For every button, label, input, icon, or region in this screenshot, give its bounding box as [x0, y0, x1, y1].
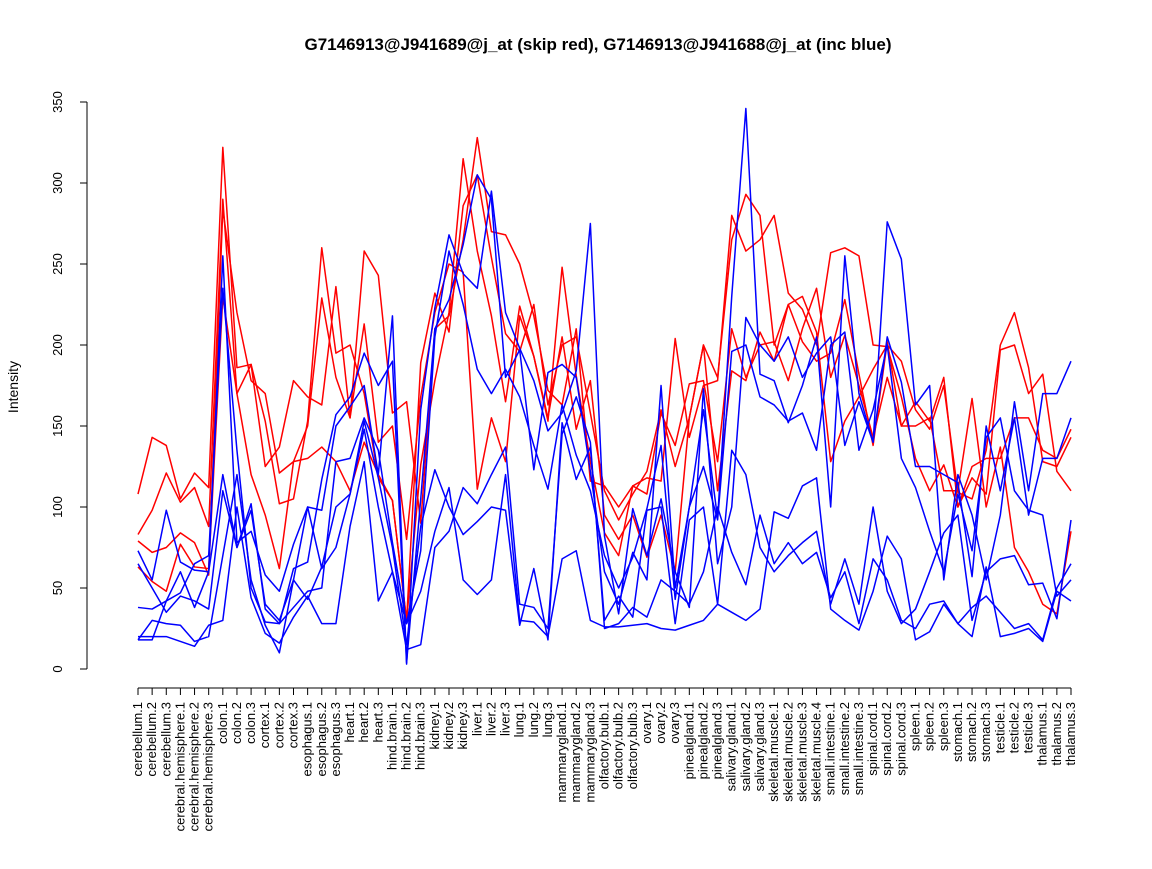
x-tick-label: lung.3 [540, 702, 555, 737]
x-tick-label: mammarygland.1 [554, 702, 569, 802]
x-tick-label: thalamus.3 [1063, 702, 1078, 766]
y-tick-label: 250 [50, 253, 65, 275]
x-tick-label: spleen.2 [922, 702, 937, 751]
series-line-inc-5 [137, 396, 1072, 654]
x-tick-label: ovary.1 [639, 702, 654, 744]
series-layer [137, 107, 1072, 665]
x-tick-label: skeletal.muscle.3 [794, 702, 809, 802]
x-tick-label: cerebral.hemisphere.3 [201, 702, 216, 831]
x-tick-label: olfactory.bulb.2 [611, 702, 626, 789]
x-tick-label: spleen.3 [936, 702, 951, 751]
y-tick-label: 350 [50, 91, 65, 113]
series-line-inc-6 [138, 460, 1072, 648]
x-tick-label: stomach.3 [978, 702, 993, 762]
series-line-skip-1 [137, 136, 1072, 524]
x-tick-label: spinal.cord.1 [865, 702, 880, 776]
chart-title: G7146913@J941689@j_at (skip red), G71469… [304, 35, 891, 54]
x-tick-label: stomach.2 [964, 702, 979, 762]
x-tick-label: small.intestine.1 [823, 702, 838, 795]
series-line-skip-4 [137, 157, 1072, 622]
x-tick-label: testicle.2 [1006, 702, 1021, 753]
x-tick-label: esophagus.2 [314, 702, 329, 776]
x-tick-label: heart.3 [370, 702, 385, 742]
x-tick-label: colon.1 [215, 702, 230, 744]
x-axis: cerebellum.1 cerebellum.2 cerebellum.3 cere… [130, 687, 1078, 831]
x-tick-label: cortex.3 [286, 702, 301, 748]
x-tick-label: mammarygland.3 [582, 702, 597, 802]
x-tick-label: cerebellum.1 [130, 702, 145, 776]
x-tick-label: testicle.1 [992, 702, 1007, 753]
x-tick-label: skeletal.muscle.4 [809, 702, 824, 802]
x-tick-label: colon.3 [243, 702, 258, 744]
x-tick-label: kidney.1 [427, 702, 442, 749]
x-tick-label: pinealgland.1 [681, 702, 696, 779]
x-tick-label: thalamus.1 [1035, 702, 1050, 766]
x-tick-label: olfactory.bulb.1 [597, 702, 612, 789]
x-tick-label: pinealgland.2 [695, 702, 710, 779]
x-tick-label: skeletal.muscle.1 [766, 702, 781, 802]
x-tick-label: cortex.2 [271, 702, 286, 748]
x-tick-label: spinal.cord.2 [879, 702, 894, 776]
y-axis-label: Intensity [5, 361, 21, 413]
x-tick-label: ovary.3 [667, 702, 682, 744]
x-tick-label: hind.brain.2 [399, 702, 414, 770]
x-tick-label: cerebral.hemisphere.2 [187, 702, 202, 831]
series-line-inc-1 [137, 107, 1072, 664]
y-tick-label: 300 [50, 172, 65, 194]
x-tick-label: stomach.1 [950, 702, 965, 762]
x-tick-label: lung.1 [512, 702, 527, 737]
y-tick-label: 200 [50, 334, 65, 356]
x-tick-label: skeletal.muscle.2 [780, 702, 795, 802]
x-tick-label: testicle.3 [1021, 702, 1036, 753]
x-tick-label: lung.2 [526, 702, 541, 737]
x-tick-label: salivary.gland.1 [724, 702, 739, 791]
x-tick-label: mammarygland.2 [568, 702, 583, 802]
x-tick-label: liver.3 [498, 702, 513, 736]
y-tick-label: 0 [50, 665, 65, 672]
x-tick-label: cerebellum.3 [158, 702, 173, 776]
x-tick-label: olfactory.bulb.3 [625, 702, 640, 789]
series-line-skip-2 [137, 174, 1072, 622]
x-tick-label: liver.1 [469, 702, 484, 736]
x-tick-label: esophagus.3 [328, 702, 343, 776]
x-tick-label: hind.brain.1 [384, 702, 399, 770]
x-tick-label: salivary.gland.2 [738, 702, 753, 791]
y-tick-label: 50 [50, 581, 65, 595]
x-tick-label: spleen.1 [908, 702, 923, 751]
x-tick-label: hind.brain.3 [413, 702, 428, 770]
x-tick-label: colon.2 [229, 702, 244, 744]
x-tick-label: ovary.2 [653, 702, 668, 744]
x-tick-label: heart.1 [342, 702, 357, 742]
x-tick-label: esophagus.1 [300, 702, 315, 776]
x-tick-label: cerebral.hemisphere.1 [172, 702, 187, 831]
x-tick-label: kidney.3 [455, 702, 470, 749]
x-tick-label: cortex.1 [257, 702, 272, 748]
y-tick-label: 150 [50, 415, 65, 437]
x-tick-label: kidney.2 [441, 702, 456, 749]
series-line-inc-3 [138, 250, 1072, 641]
y-axis: 0 50 100 150 200 250 300 350 [50, 91, 88, 673]
x-tick-label: thalamus.2 [1049, 702, 1064, 766]
y-tick-label: 100 [50, 496, 65, 518]
x-tick-label: pinealgland.3 [710, 702, 725, 779]
x-tick-label: small.intestine.3 [851, 702, 866, 795]
x-tick-label: heart.2 [356, 702, 371, 742]
series-line-inc-2 [137, 190, 1072, 665]
x-tick-label: small.intestine.2 [837, 702, 852, 795]
x-tick-label: cerebellum.2 [144, 702, 159, 776]
x-tick-label: spinal.cord.3 [893, 702, 908, 776]
x-tick-label: liver.2 [483, 702, 498, 736]
x-tick-label: salivary.gland.3 [752, 702, 767, 791]
